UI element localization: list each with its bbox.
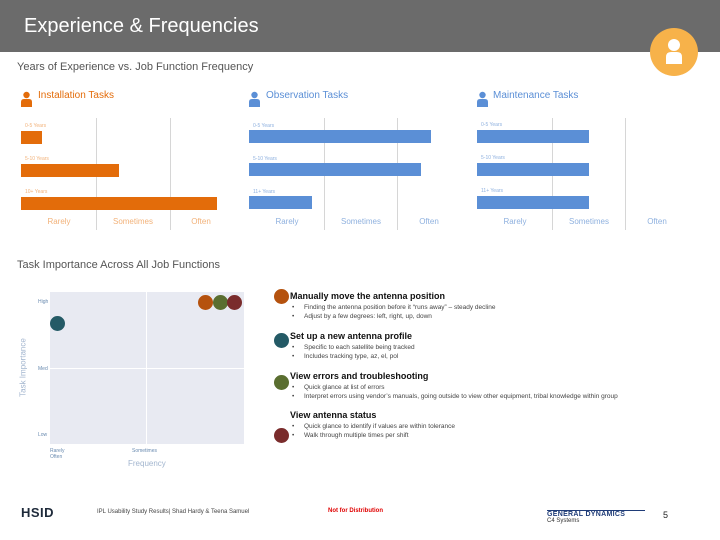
bar-5-10-years: [477, 163, 589, 176]
x-axis-label: Frequency: [128, 459, 166, 468]
distribution-notice: Not for Distribution: [328, 508, 383, 514]
bar-label-0-5: 0-5 Years: [25, 123, 47, 129]
bar-label-5-10: 5-10 Years: [25, 156, 49, 162]
bar-label-0-5: 0-5 Years: [481, 122, 503, 128]
bar-0-5-years: [477, 130, 589, 143]
bar-10-plus-years: [21, 197, 217, 210]
task-bullet: Specific to each satellite being tracked: [290, 343, 415, 352]
task-bullet: Finding the antenna position before it “…: [290, 303, 496, 312]
person-icon: [249, 91, 260, 107]
x-tick-sometimes: Sometimes: [112, 217, 153, 226]
task-bullet: Adjust by a few degrees: left, right, up…: [290, 312, 496, 321]
importance-scatter: [50, 292, 244, 444]
task-title: Manually move the antenna position: [290, 291, 446, 301]
person-icon: [21, 91, 32, 107]
x-tick-sometimes: Sometimes: [132, 448, 158, 454]
x-tick-often: Often: [647, 217, 667, 226]
bar-label-11-plus: 11+ Years: [253, 189, 276, 195]
task-bullet: Interpret errors using vendor’s manuals,…: [290, 392, 618, 401]
scatter-point-new-profile: [50, 316, 65, 331]
scatter-point-move-antenna: [198, 295, 213, 310]
page-title: Experience & Frequencies: [24, 15, 259, 37]
page-number: 5: [663, 510, 669, 520]
section-title-experience: Years of Experience vs. Job Function Fre…: [17, 61, 254, 73]
task-bullets: Finding the antenna position before it “…: [290, 303, 496, 321]
bar-5-10-years: [21, 164, 119, 177]
x-tick-rarely: Rarely: [50, 448, 65, 454]
user-avatar: [650, 28, 698, 76]
hsid-logo: HSID: [21, 505, 55, 520]
y-tick-med: Med: [38, 366, 48, 372]
task-bullets: Specific to each satellite being tracked…: [290, 343, 415, 361]
bar-label-10-plus: 10+ Years: [25, 189, 48, 195]
y-axis-label: Task Importance: [18, 338, 28, 397]
bar-0-5-years: [249, 130, 431, 143]
x-tick-sometimes: Sometimes: [340, 217, 381, 226]
bar-label-5-10: 5-10 Years: [253, 156, 277, 162]
company-logo-rule: [547, 510, 645, 511]
company-logo: GENERAL DYNAMICS: [547, 511, 626, 518]
x-tick-often: Often: [419, 217, 439, 226]
bar-0-5-years: [21, 131, 42, 144]
grid-line: [170, 118, 171, 230]
bar-11-plus-years: [477, 196, 589, 209]
footer-credit: IPL Usability Study Results| Shad Hardy …: [97, 509, 250, 515]
task-title: View errors and troubleshooting: [290, 371, 429, 381]
task-bullet: Quick glance to identify if values are w…: [290, 422, 455, 431]
section-title-importance: Task Importance Across All Job Functions: [17, 259, 220, 271]
scatter-point-view-errors: [213, 295, 228, 310]
task-bullets: Quick glance at list of errors Interpret…: [290, 383, 618, 401]
task-marker: [274, 375, 289, 390]
x-tick-rarely: Rarely: [275, 217, 299, 226]
y-tick-low: Low: [38, 432, 48, 438]
scatter-point-antenna-status: [227, 295, 242, 310]
x-tick-rarely: Rarely: [503, 217, 527, 226]
bar-label-5-10: 5-10 Years: [481, 155, 505, 161]
task-title: View antenna status: [290, 410, 377, 420]
task-marker: [274, 333, 289, 348]
x-tick-often: Often: [50, 454, 63, 460]
task-title: Set up a new antenna profile: [290, 331, 413, 341]
bar-11-plus-years: [249, 196, 312, 209]
panel-title-installation: Installation Tasks: [38, 90, 114, 101]
company-division: C4 Systems: [547, 518, 580, 524]
y-tick-high: High: [38, 299, 49, 305]
panel-title-maintenance: Maintenance Tasks: [493, 90, 579, 101]
grid-line: [50, 368, 244, 369]
task-bullet: Quick glance at list of errors: [290, 383, 618, 392]
x-tick-rarely: Rarely: [47, 217, 71, 226]
task-bullets: Quick glance to identify if values are w…: [290, 422, 455, 440]
task-bullet: Includes tracking type, az, el, pol: [290, 352, 415, 361]
grid-line: [625, 118, 626, 230]
x-tick-sometimes: Sometimes: [568, 217, 609, 226]
task-marker: [274, 428, 289, 443]
x-tick-often: Often: [191, 217, 211, 226]
bar-5-10-years: [249, 163, 421, 176]
task-marker: [274, 289, 289, 304]
bar-label-11-plus: 11+ Years: [481, 188, 504, 194]
header-bar: [0, 0, 720, 52]
panel-title-observation: Observation Tasks: [266, 90, 349, 101]
task-bullet: Walk through multiple times per shift: [290, 431, 455, 440]
bar-label-0-5: 0-5 Years: [253, 123, 275, 129]
person-icon: [477, 91, 488, 107]
person-icon: [666, 39, 682, 64]
